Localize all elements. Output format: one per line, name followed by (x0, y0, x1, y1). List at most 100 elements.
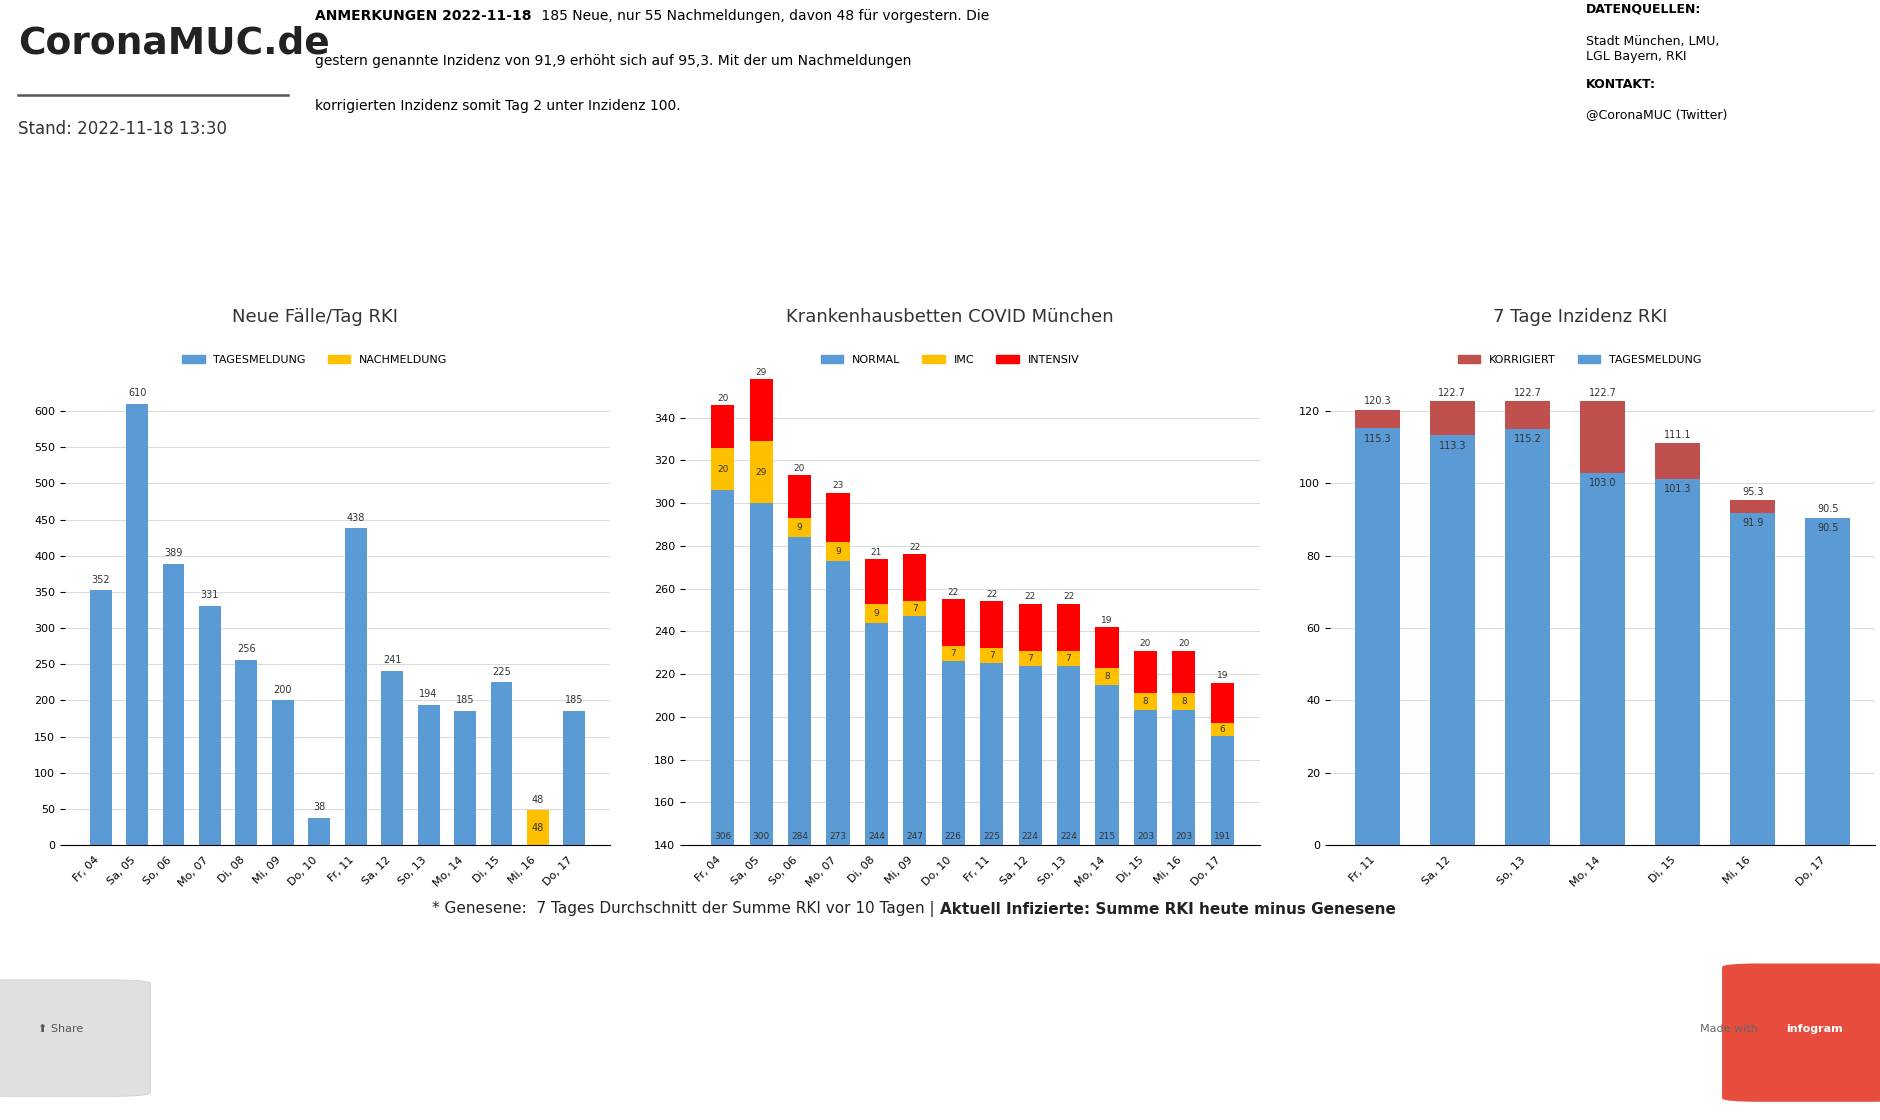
Text: 101.3: 101.3 (1664, 484, 1692, 494)
Text: 224: 224 (1021, 832, 1038, 841)
Legend: KORRIGIERT, TAGESMELDUNG: KORRIGIERT, TAGESMELDUNG (1453, 351, 1707, 370)
Bar (1096, 668, 1119, 684)
Bar (1504, 401, 1549, 844)
Text: 115.3: 115.3 (1363, 433, 1391, 444)
Text: +235: +235 (113, 250, 201, 278)
Text: 7: 7 (1026, 654, 1032, 663)
Bar (1431, 436, 1476, 844)
Bar (308, 818, 331, 844)
Bar (788, 475, 810, 519)
Text: TODESFÄLLE: TODESFÄLLE (432, 217, 508, 227)
Bar (1173, 693, 1196, 710)
Text: 115.2: 115.2 (1513, 433, 1542, 444)
Bar (711, 405, 735, 448)
Bar (865, 604, 887, 623)
Bar (1173, 710, 1196, 1120)
Bar (126, 404, 149, 844)
Bar (750, 441, 773, 503)
Bar (788, 538, 810, 1120)
Text: 194: 194 (419, 689, 438, 699)
Bar (1805, 517, 1850, 844)
Text: 23: 23 (833, 482, 844, 491)
Bar (1211, 736, 1233, 1120)
Text: ⬆ Share: ⬆ Share (38, 1024, 83, 1034)
Bar (1504, 429, 1549, 844)
Text: 19: 19 (1102, 616, 1113, 625)
Bar (902, 601, 927, 616)
Text: 22: 22 (1025, 592, 1036, 601)
Text: 29: 29 (756, 368, 767, 377)
Text: 19: 19 (1216, 672, 1228, 681)
Text: DATENQUELLEN:: DATENQUELLEN: (1585, 2, 1701, 16)
Text: 22: 22 (1062, 592, 1073, 601)
Text: 273: 273 (829, 832, 846, 841)
Text: 256: 256 (237, 644, 256, 654)
Text: Stand: 2022-11-18 13:30: Stand: 2022-11-18 13:30 (19, 121, 227, 139)
Text: 21: 21 (870, 548, 882, 557)
Text: 224: 224 (1060, 832, 1077, 841)
Text: 90,5: 90,5 (1686, 250, 1762, 278)
Text: 111.1: 111.1 (1664, 430, 1692, 440)
Legend: NORMAL, IMC, INTENSIV: NORMAL, IMC, INTENSIV (816, 351, 1083, 370)
Text: 20: 20 (793, 465, 805, 474)
Bar (827, 542, 850, 561)
Bar (902, 554, 927, 601)
Text: 9: 9 (797, 523, 803, 532)
Text: 113.3: 113.3 (1438, 441, 1466, 450)
Text: 90.5: 90.5 (1816, 523, 1839, 533)
Text: 191: 191 (978, 250, 1042, 278)
Bar (1134, 651, 1156, 693)
Text: INTENSIV: INTENSIV (1160, 284, 1207, 295)
Bar (1057, 665, 1081, 1120)
Text: 29: 29 (756, 468, 767, 477)
Bar (1096, 684, 1119, 1120)
Text: 215: 215 (1098, 832, 1115, 841)
Text: 225: 225 (493, 666, 511, 676)
Bar (1057, 651, 1081, 665)
Text: Aktuell Infizierte: Summe RKI heute minus Genesene: Aktuell Infizierte: Summe RKI heute minu… (940, 902, 1395, 916)
Text: Di-Sa, nicht nach
Feiertagen: Di-Sa, nicht nach Feiertagen (1679, 272, 1767, 295)
Bar (942, 599, 964, 646)
Bar (1173, 651, 1196, 693)
Text: 352: 352 (92, 575, 111, 585)
Text: Quelle: CoronaMUC
LMU: 0,91 2022-11-16: Quelle: CoronaMUC LMU: 0,91 2022-11-16 (1352, 272, 1468, 295)
Bar (564, 711, 585, 844)
FancyBboxPatch shape (0, 980, 150, 1096)
Text: Stadt München, LMU,
LGL Bayern, RKI: Stadt München, LMU, LGL Bayern, RKI (1585, 35, 1718, 63)
Bar (942, 646, 964, 661)
Bar (417, 704, 440, 844)
Bar (788, 519, 810, 538)
Text: 7: 7 (912, 605, 917, 614)
Bar (1134, 710, 1156, 1120)
Text: 8: 8 (1104, 672, 1109, 681)
Text: 241: 241 (384, 655, 402, 665)
Bar (455, 711, 476, 844)
Bar (979, 648, 1004, 663)
Bar (1579, 473, 1624, 844)
Text: 122.7: 122.7 (1513, 388, 1542, 398)
Text: 7: 7 (1066, 654, 1072, 663)
Text: 6: 6 (1087, 250, 1107, 278)
Bar (1019, 665, 1042, 1120)
Text: INZIDENZ RKI: INZIDENZ RKI (1683, 217, 1763, 227)
Text: +4: +4 (447, 250, 493, 278)
Text: Made with: Made with (1700, 1024, 1758, 1034)
Text: NORMAL: NORMAL (987, 284, 1032, 295)
Text: 20: 20 (1139, 640, 1151, 648)
Text: 226: 226 (946, 832, 963, 841)
FancyBboxPatch shape (1722, 963, 1880, 1102)
Text: 8: 8 (1181, 698, 1186, 707)
Bar (750, 380, 773, 441)
Bar (750, 503, 773, 1120)
Bar (827, 493, 850, 542)
Text: 7: 7 (951, 650, 957, 659)
Bar (1211, 724, 1233, 736)
Text: 185: 185 (566, 696, 583, 706)
Text: korrigierten Inzidenz somit Tag 2 unter Inzidenz 100.: korrigierten Inzidenz somit Tag 2 unter … (316, 99, 681, 112)
Text: 22: 22 (948, 588, 959, 597)
Text: 95.3: 95.3 (1743, 487, 1763, 497)
Text: AKTUELL INFIZIERTE*: AKTUELL INFIZIERTE* (720, 217, 846, 227)
Text: 48: 48 (532, 823, 543, 832)
Bar (865, 559, 887, 604)
Text: 20: 20 (1179, 640, 1190, 648)
